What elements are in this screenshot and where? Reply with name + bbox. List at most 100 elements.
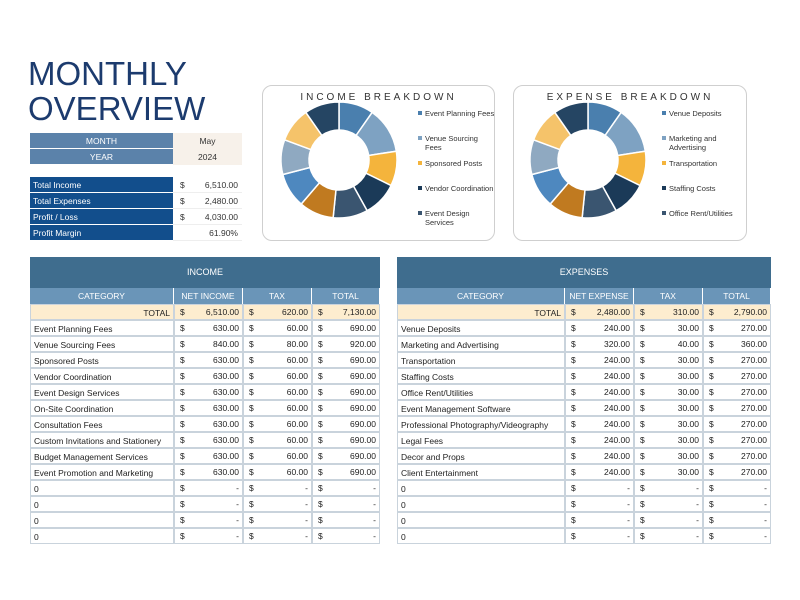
currency: $	[180, 371, 185, 381]
amount-cell	[703, 368, 771, 384]
amount-cell	[312, 400, 380, 416]
amount: -	[305, 499, 308, 509]
amount: -	[305, 515, 308, 525]
category-cell: Venue Sourcing Fees	[30, 336, 174, 352]
currency: $	[571, 435, 576, 445]
currency: $	[709, 371, 714, 381]
currency: $	[571, 499, 576, 509]
amount-cell	[312, 336, 380, 352]
category-cell: 0	[397, 528, 565, 544]
amount: 630.00	[213, 371, 239, 381]
currency: $	[180, 196, 185, 206]
amount: 630.00	[213, 419, 239, 429]
currency: $	[249, 307, 254, 317]
category-cell: 0	[397, 496, 565, 512]
amount-cell	[243, 464, 312, 480]
amount: 60.00	[286, 371, 308, 381]
category-cell: 0	[30, 512, 174, 528]
category-cell: Sponsored Posts	[30, 352, 174, 368]
category-cell: 0	[30, 496, 174, 512]
currency: $	[318, 323, 323, 333]
currency: $	[249, 467, 254, 477]
summary-value: 61.90%	[209, 228, 238, 238]
amount: -	[236, 499, 239, 509]
column-header: TOTAL	[703, 288, 771, 304]
amount: 240.00	[604, 435, 630, 445]
amount-cell	[174, 336, 243, 352]
amount: 2,790.00	[733, 307, 767, 317]
category-cell: Legal Fees	[397, 432, 565, 448]
category-cell: Event Design Services	[30, 384, 174, 400]
amount-cell	[634, 384, 703, 400]
legend-swatch	[418, 111, 422, 115]
category-cell: Custom Invitations and Stationery	[30, 432, 174, 448]
amount: 630.00	[213, 403, 239, 413]
amount-cell	[565, 432, 634, 448]
amount: 60.00	[286, 451, 308, 461]
currency: $	[709, 387, 714, 397]
amount: 60.00	[286, 355, 308, 365]
amount: 240.00	[604, 419, 630, 429]
currency: $	[318, 435, 323, 445]
category-cell: 0	[397, 480, 565, 496]
amount-cell	[312, 512, 380, 528]
amount: 30.00	[677, 467, 699, 477]
legend-swatch	[418, 186, 422, 190]
currency: $	[249, 499, 254, 509]
currency: $	[180, 403, 185, 413]
amount: 30.00	[677, 355, 699, 365]
amount: -	[696, 515, 699, 525]
currency: $	[571, 451, 576, 461]
column-header: TAX	[634, 288, 703, 304]
amount: 690.00	[350, 323, 376, 333]
currency: $	[640, 371, 645, 381]
currency: $	[318, 531, 323, 541]
amount: 690.00	[350, 419, 376, 429]
currency: $	[180, 531, 185, 541]
column-header: CATEGORY	[397, 288, 565, 304]
page-title: MONTHLY OVERVIEW	[28, 55, 206, 127]
amount-cell	[565, 480, 634, 496]
category-cell: Consultation Fees	[30, 416, 174, 432]
amount: 30.00	[677, 435, 699, 445]
currency: $	[571, 531, 576, 541]
amount-cell	[634, 304, 703, 320]
legend-swatch	[662, 161, 666, 165]
amount: 270.00	[741, 323, 767, 333]
legend-label: Venue Sourcing Fees	[425, 134, 478, 152]
amount: 30.00	[677, 419, 699, 429]
currency: $	[318, 403, 323, 413]
legend-swatch	[418, 211, 422, 215]
amount-cell	[634, 336, 703, 352]
amount-cell	[312, 320, 380, 336]
category-cell: 0	[30, 528, 174, 544]
amount-cell	[312, 480, 380, 496]
currency: $	[249, 355, 254, 365]
amount: -	[373, 531, 376, 541]
category-cell: Event Management Software	[397, 400, 565, 416]
currency: $	[318, 355, 323, 365]
currency: $	[709, 515, 714, 525]
currency: $	[640, 451, 645, 461]
amount-cell	[312, 384, 380, 400]
currency: $	[640, 499, 645, 509]
amount-cell	[174, 496, 243, 512]
donut-segment	[553, 101, 589, 137]
amount: 60.00	[286, 323, 308, 333]
summary-value: 4,030.00	[204, 212, 238, 222]
currency: $	[180, 435, 185, 445]
amount-cell	[703, 448, 771, 464]
amount: 920.00	[350, 339, 376, 349]
currency: $	[180, 212, 185, 222]
category-cell: On-Site Coordination	[30, 400, 174, 416]
currency: $	[640, 531, 645, 541]
currency: $	[709, 531, 714, 541]
currency: $	[571, 339, 576, 349]
amount-cell	[312, 528, 380, 544]
currency: $	[180, 467, 185, 477]
currency: $	[249, 419, 254, 429]
currency: $	[571, 355, 576, 365]
category-cell: Budget Management Services	[30, 448, 174, 464]
amount: 60.00	[286, 387, 308, 397]
currency: $	[709, 483, 714, 493]
